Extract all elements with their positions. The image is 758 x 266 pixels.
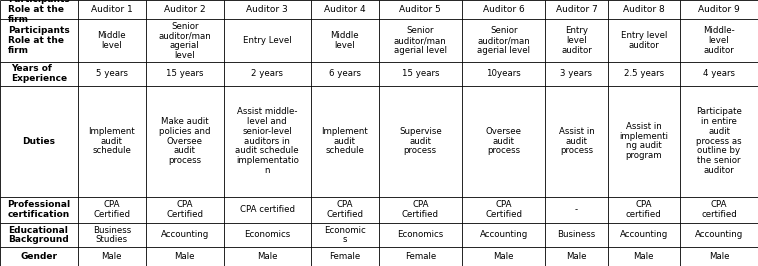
Text: Female: Female [405,252,436,261]
Text: CPA
Certified: CPA Certified [485,201,522,219]
Text: 10years: 10years [487,69,521,78]
Text: Entry Level: Entry Level [243,36,292,45]
Text: Auditor 1: Auditor 1 [91,5,133,14]
Text: Middle
level: Middle level [98,31,126,50]
Text: Implement
audit
schedule: Implement audit schedule [89,127,135,155]
Text: Male: Male [634,252,654,261]
Text: 6 years: 6 years [329,69,361,78]
Text: 3 years: 3 years [560,69,593,78]
Text: Auditor 5: Auditor 5 [399,5,441,14]
Text: Male: Male [709,252,729,261]
Text: Entry level
auditor: Entry level auditor [621,31,667,50]
Text: Senior
auditor/man
agerial level: Senior auditor/man agerial level [477,26,530,55]
Text: Educational
Background: Educational Background [8,226,69,244]
Text: Economics: Economics [397,230,443,239]
Text: Supervise
audit
process: Supervise audit process [399,127,442,155]
Text: Male: Male [566,252,587,261]
Text: CPA
Certified: CPA Certified [402,201,439,219]
Text: Make audit
policies and
Oversee
audit
process: Make audit policies and Oversee audit pr… [159,117,211,165]
Text: Entry
level
auditor: Entry level auditor [561,26,592,55]
Text: 15 years: 15 years [166,69,203,78]
Text: 5 years: 5 years [96,69,128,78]
Text: Male: Male [174,252,195,261]
Text: Oversee
audit
process: Oversee audit process [486,127,522,155]
Text: Gender: Gender [20,252,58,261]
Text: Implement
audit
schedule: Implement audit schedule [321,127,368,155]
Text: Participants
Role at the
firm: Participants Role at the firm [8,0,70,24]
Text: Middle-
level
auditor: Middle- level auditor [703,26,735,55]
Text: 15 years: 15 years [402,69,439,78]
Text: CPA certified: CPA certified [240,205,295,214]
Text: Accounting: Accounting [480,230,528,239]
Text: 4 years: 4 years [703,69,735,78]
Text: Auditor 3: Auditor 3 [246,5,288,14]
Text: Participants
Role at the
firm: Participants Role at the firm [8,26,70,55]
Text: Assist in
implementi
ng audit
program: Assist in implementi ng audit program [619,122,669,160]
Text: CPA
Certified: CPA Certified [326,201,363,219]
Text: Assist middle-
level and
senior-level
auditors in
audit schedule
implementatio
n: Assist middle- level and senior-level au… [236,107,299,175]
Text: Auditor 8: Auditor 8 [623,5,665,14]
Text: CPA
Certified: CPA Certified [93,201,130,219]
Text: Assist in
audit
process: Assist in audit process [559,127,594,155]
Text: Accounting: Accounting [620,230,668,239]
Text: Accounting: Accounting [695,230,743,239]
Text: Male: Male [257,252,277,261]
Text: Years of
Experience: Years of Experience [11,64,67,83]
Text: Professional
certification: Professional certification [8,201,70,219]
Text: CPA
certified: CPA certified [626,201,662,219]
Text: Male: Male [493,252,514,261]
Text: -: - [575,205,578,214]
Text: Accounting: Accounting [161,230,208,239]
Text: Female: Female [329,252,360,261]
Text: Duties: Duties [23,137,55,146]
Text: Auditor 9: Auditor 9 [698,5,740,14]
Text: CPA
Certified: CPA Certified [166,201,203,219]
Text: 2 years: 2 years [251,69,283,78]
Text: 2.5 years: 2.5 years [624,69,664,78]
Text: Auditor 7: Auditor 7 [556,5,597,14]
Text: Middle
level: Middle level [330,31,359,50]
Text: Auditor 4: Auditor 4 [324,5,365,14]
Text: Economic
s: Economic s [324,226,365,244]
Text: Auditor 6: Auditor 6 [483,5,525,14]
Text: Business: Business [557,230,596,239]
Text: Business
Studies: Business Studies [92,226,131,244]
Text: Economics: Economics [244,230,290,239]
Text: CPA
certified: CPA certified [701,201,737,219]
Text: Senior
auditor/man
agerial level: Senior auditor/man agerial level [394,26,446,55]
Text: Participate
in entire
audit
process as
outline by
the senior
auditor: Participate in entire audit process as o… [696,107,742,175]
Text: Senior
auditor/man
agerial
level: Senior auditor/man agerial level [158,22,211,60]
Text: Male: Male [102,252,122,261]
Text: Auditor 2: Auditor 2 [164,5,205,14]
